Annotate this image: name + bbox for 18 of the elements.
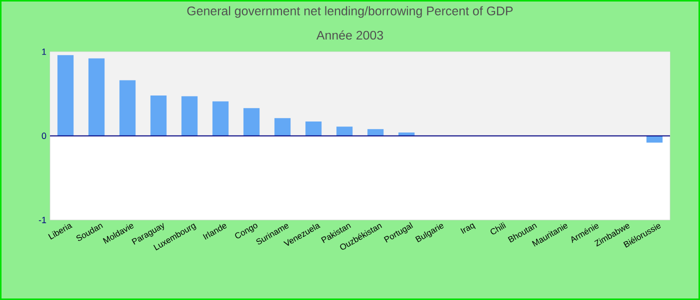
bar (367, 129, 384, 136)
chart-subtitle: Année 2003 (316, 30, 384, 40)
x-tick-label: Chili (490, 222, 506, 234)
x-tick-label: Iraq (460, 223, 476, 234)
y-tick-label: 0 (42, 132, 46, 140)
bar (150, 95, 167, 136)
bar (88, 58, 105, 136)
bar (181, 96, 198, 136)
bar (305, 122, 322, 136)
y-tick-label: -1 (38, 216, 46, 224)
bar (212, 101, 229, 136)
bar (336, 126, 353, 136)
chart-title: General government net lending/borrowing Percent of GDP (187, 6, 513, 18)
bar (243, 108, 260, 136)
bar (274, 118, 291, 136)
bar (119, 80, 136, 136)
y-tick-label: 1 (42, 48, 46, 55)
bar (57, 55, 74, 136)
